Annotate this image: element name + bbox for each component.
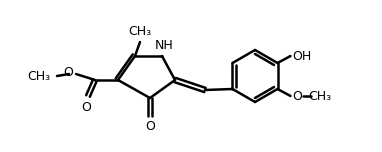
Text: O: O — [63, 67, 73, 79]
Text: CH₃: CH₃ — [27, 69, 50, 83]
Text: CH₃: CH₃ — [128, 25, 152, 38]
Text: O: O — [145, 120, 155, 133]
Text: OH: OH — [293, 50, 312, 62]
Text: NH: NH — [155, 39, 173, 52]
Text: O: O — [81, 101, 91, 114]
Text: O: O — [293, 90, 303, 102]
Text: CH₃: CH₃ — [309, 90, 332, 104]
